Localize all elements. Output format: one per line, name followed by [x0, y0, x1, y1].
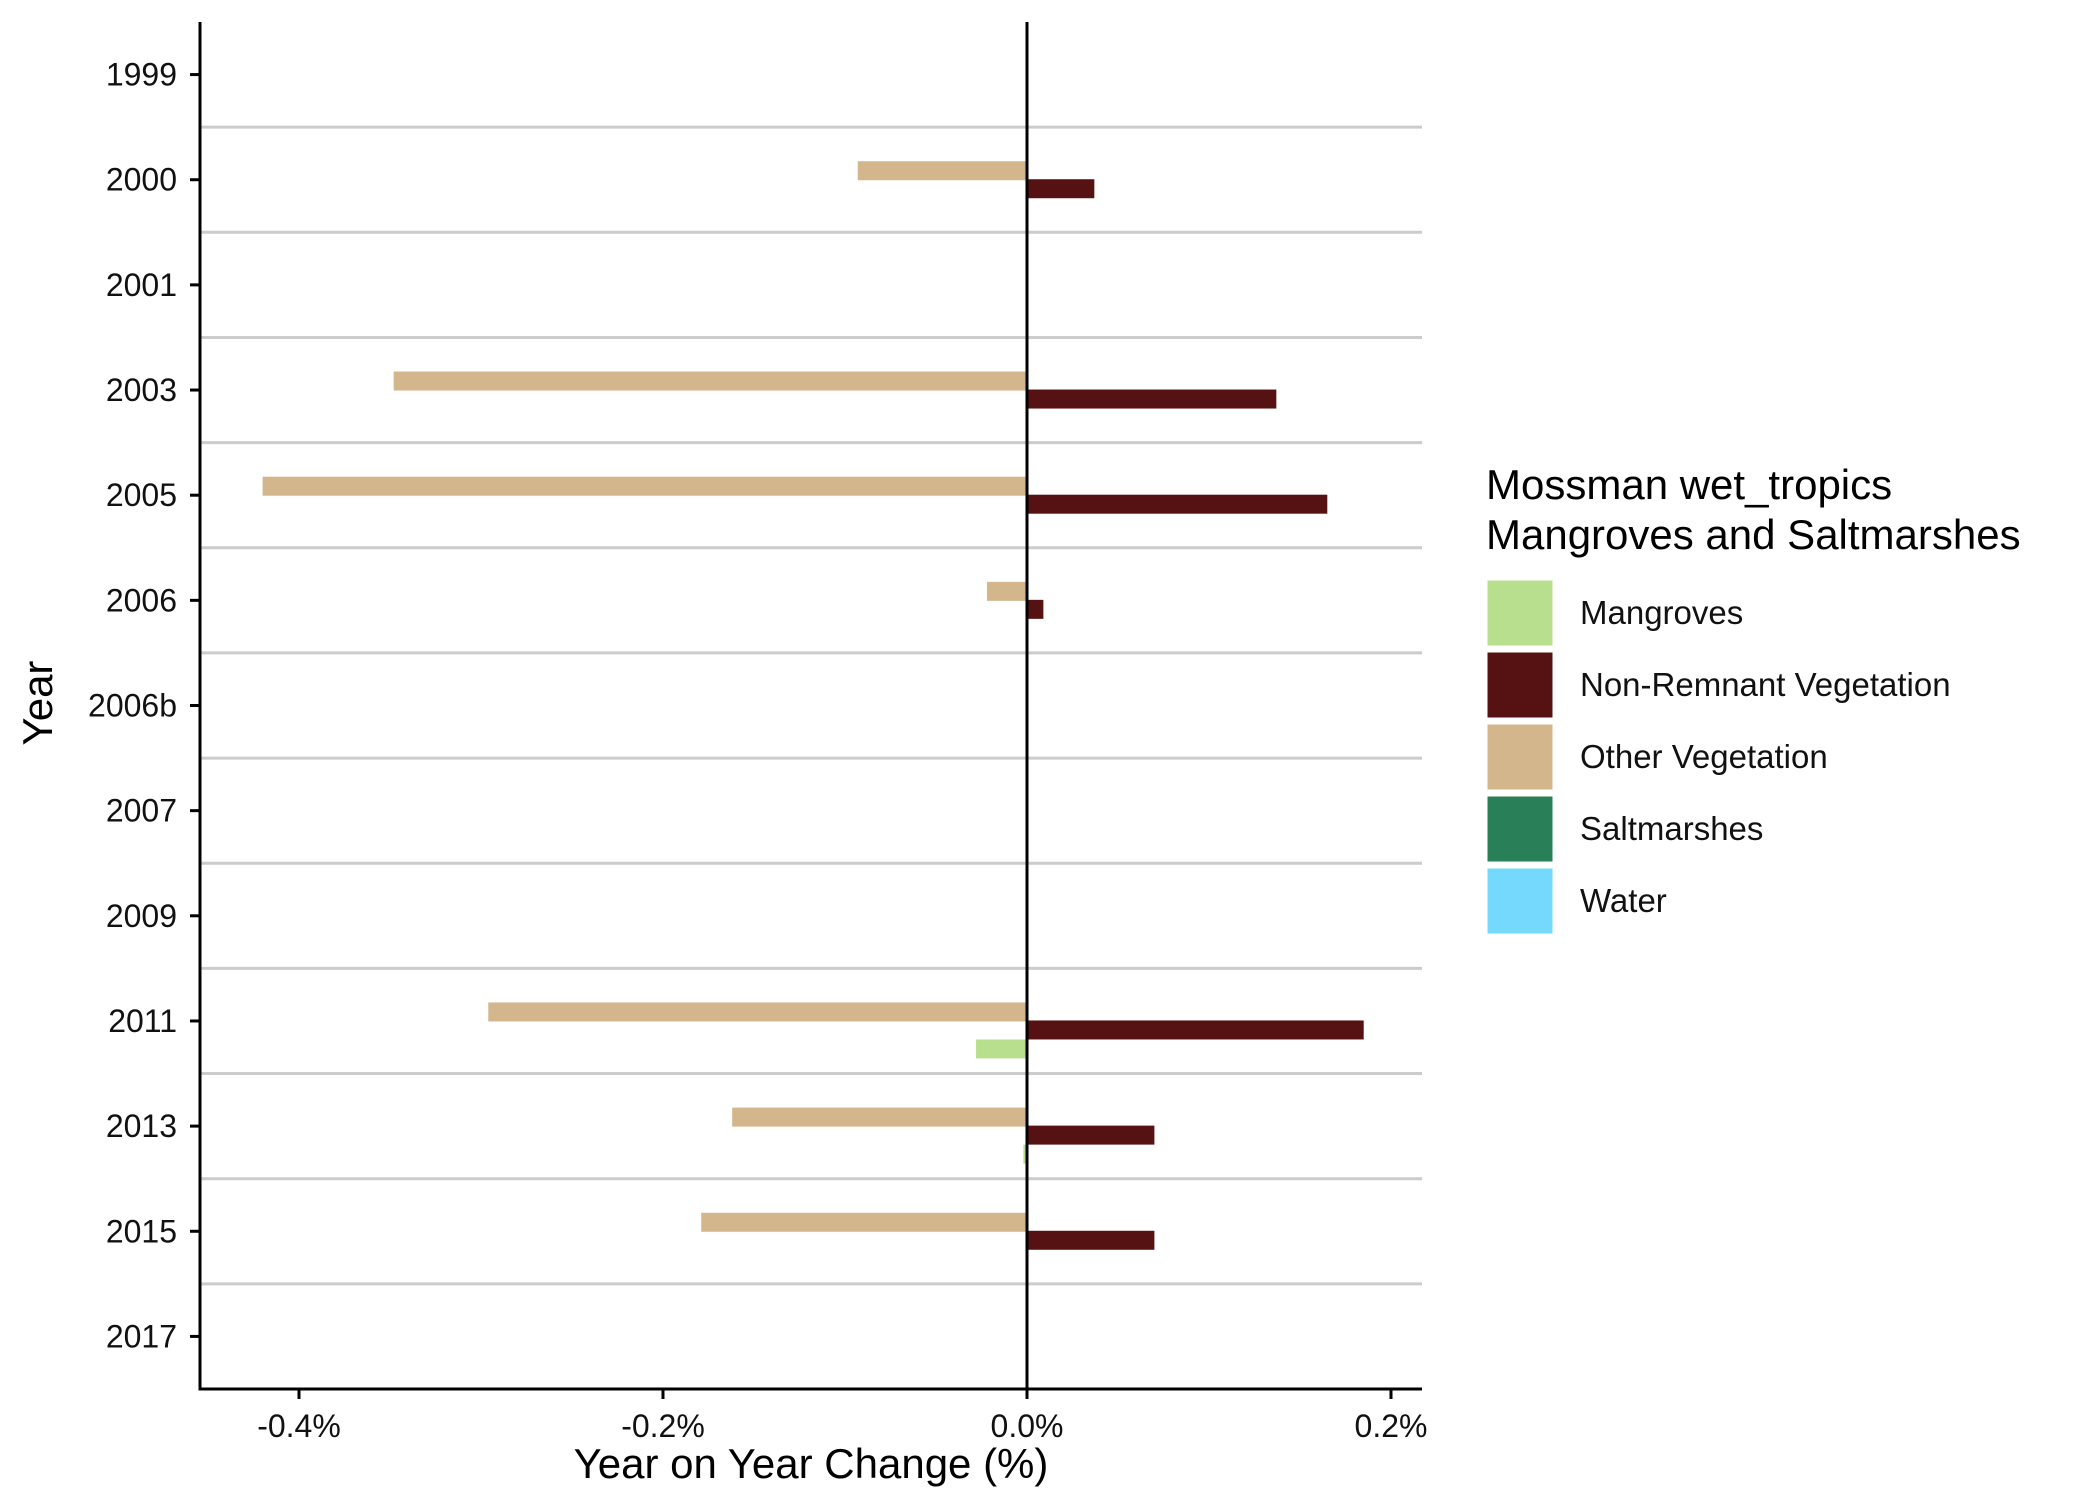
- bar-non-remnant-vegetation-2013: [1027, 1125, 1155, 1145]
- x-tick-label: -0.4%: [257, 1408, 341, 1444]
- legend-label-mangroves: Mangroves: [1580, 594, 1743, 631]
- y-tick-label: 2017: [106, 1318, 177, 1354]
- legend-label-other-vegetation: Other Vegetation: [1580, 738, 1828, 775]
- bar-other-vegetation-2011: [488, 1002, 1027, 1022]
- x-tick-label: 0.2%: [1355, 1408, 1428, 1444]
- y-axis-label: Year: [14, 661, 61, 746]
- bar-other-vegetation-2000: [857, 161, 1027, 181]
- grid-lines: [200, 125, 1422, 1286]
- legend-key-mangroves: [1484, 577, 1556, 649]
- axes-layer: [198, 22, 1422, 1391]
- tick-labels-layer: -0.4% -0.2% 0.0% 0.2% 1999 2000 2001 2003 2005 20…: [88, 57, 1427, 1444]
- y-tick-label: 2003: [106, 372, 177, 408]
- legend-key-saltmarshes: [1484, 793, 1556, 865]
- bar-non-remnant-vegetation-2005: [1027, 494, 1328, 514]
- bars-layer: [262, 161, 1364, 1250]
- legend: Mossman wet_tropics Mangroves and Saltma…: [1484, 461, 2021, 937]
- bar-non-remnant-vegetation-2000: [1027, 179, 1095, 199]
- bar-non-remnant-vegetation-2015: [1027, 1230, 1155, 1250]
- legend-key-water: [1484, 865, 1556, 937]
- bar-other-vegetation-2006: [986, 581, 1027, 601]
- bar-non-remnant-vegetation-2006: [1027, 599, 1044, 619]
- legend-key-other-vegetation: [1484, 721, 1556, 793]
- y-tick-label: 2013: [106, 1108, 177, 1144]
- x-tick-label: -0.2%: [621, 1408, 705, 1444]
- bar-other-vegetation-2015: [701, 1212, 1027, 1232]
- legend-label-non-remnant-vegetation: Non-Remnant Vegetation: [1580, 666, 1951, 703]
- bar-other-vegetation-2005: [262, 476, 1028, 496]
- y-tick-label: 2011: [108, 1003, 177, 1039]
- y-tick-label: 2005: [106, 477, 177, 513]
- legend-title-line-2: Mangroves and Saltmarshes: [1486, 511, 2021, 558]
- x-tick-label: 0.0%: [991, 1408, 1064, 1444]
- legend-label-water: Water: [1580, 882, 1667, 919]
- y-tick-label: 2015: [106, 1213, 177, 1249]
- y-tick-label: 2006: [106, 582, 177, 618]
- bar-other-vegetation-2013: [732, 1107, 1027, 1127]
- bar-other-vegetation-2003: [393, 371, 1027, 391]
- bar-mangroves-2013: [1023, 1144, 1027, 1164]
- y-tick-label: 1999: [106, 57, 177, 93]
- legend-items: Mangroves Non-Remnant Vegetation Other Veg…: [1484, 577, 1951, 937]
- bar-mangroves-2011: [976, 1039, 1027, 1059]
- y-tick-label: 2007: [106, 793, 177, 829]
- bar-non-remnant-vegetation-2003: [1027, 389, 1277, 409]
- y-tick-label: 2009: [106, 898, 177, 934]
- y-tick-label: 2001: [106, 267, 177, 303]
- legend-title-line-1: Mossman wet_tropics: [1486, 461, 1892, 508]
- x-axis-label: Year on Year Change (%): [574, 1440, 1049, 1487]
- bar-non-remnant-vegetation-2011: [1027, 1020, 1364, 1040]
- y-tick-label: 2006b: [88, 688, 177, 724]
- legend-label-saltmarshes: Saltmarshes: [1580, 810, 1763, 847]
- legend-key-non-remnant-vegetation: [1484, 649, 1556, 721]
- y-tick-label: 2000: [106, 162, 177, 198]
